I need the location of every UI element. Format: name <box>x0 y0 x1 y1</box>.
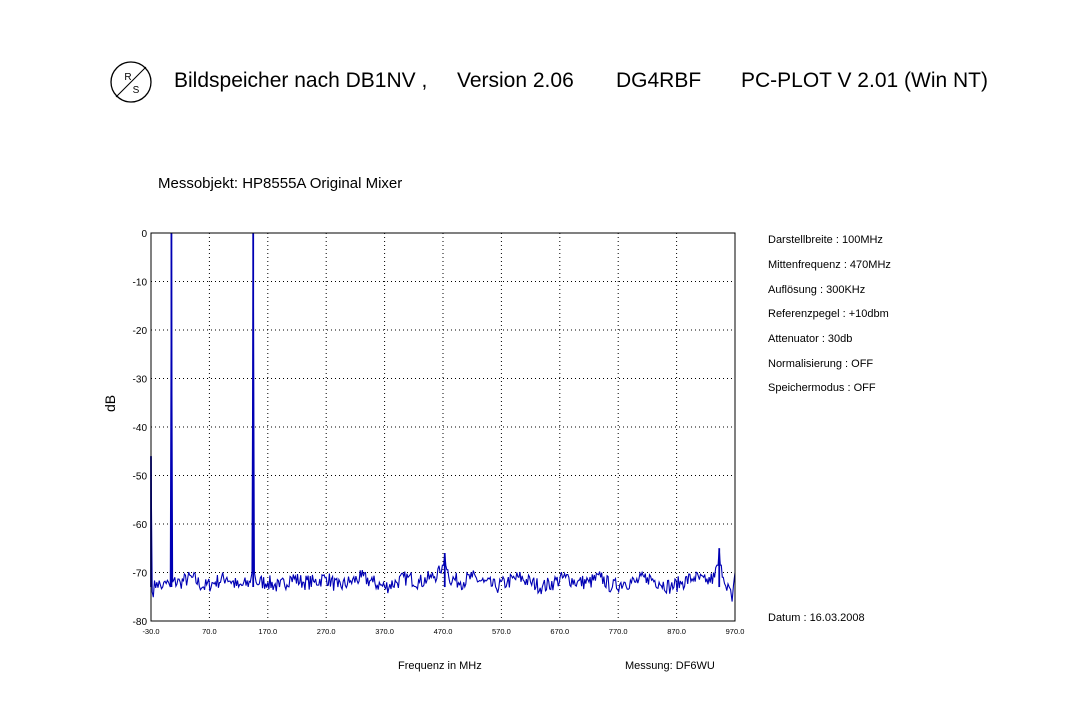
x-tick-label: 670.0 <box>550 627 569 636</box>
svg-text:S: S <box>133 85 140 96</box>
x-tick-label: 270.0 <box>317 627 336 636</box>
info-referenzpegel: Referenzpegel : +10dbm <box>768 308 889 320</box>
chart-grid <box>151 233 735 621</box>
plot-frame <box>150 232 736 622</box>
chart-ticks: -30.0 70.0 170.0 270.0 370.0 470.0 570.0 670.0 7… <box>133 229 745 636</box>
y-tick-label: -40 <box>133 423 148 434</box>
y-tick-label: 0 <box>141 229 147 240</box>
messung-label: Messung: DF6WU <box>625 660 715 672</box>
info-attenuator: Attenuator : 30db <box>768 333 853 345</box>
x-tick-label: 70.0 <box>202 627 217 636</box>
x-tick-label: 170.0 <box>258 627 277 636</box>
y-tick-label: -60 <box>133 520 148 531</box>
rohde-schwarz-logo: R S <box>109 60 153 104</box>
header-plot: PC-PLOT V 2.01 (Win NT) <box>741 69 988 92</box>
svg-text:R: R <box>124 72 131 83</box>
chart-title: Messobjekt: HP8555A Original Mixer <box>158 175 403 192</box>
header-software: Bildspeicher nach DB1NV , <box>174 69 428 92</box>
x-tick-label: 870.0 <box>667 627 686 636</box>
header-version: Version 2.06 <box>457 69 574 92</box>
y-axis-label: dB <box>102 394 118 412</box>
x-tick-label: 570.0 <box>492 627 511 636</box>
x-tick-label: 470.0 <box>434 627 453 636</box>
x-tick-label: 770.0 <box>609 627 628 636</box>
info-datum: Datum : 16.03.2008 <box>768 612 865 624</box>
x-tick-label: 370.0 <box>375 627 394 636</box>
y-tick-label: -20 <box>133 326 148 337</box>
info-darstellbreite: Darstellbreite : 100MHz <box>768 234 883 246</box>
y-tick-label: -80 <box>133 617 148 628</box>
header-author: DG4RBF <box>616 69 702 92</box>
y-tick-label: -30 <box>133 375 148 386</box>
x-axis-label: Frequenz in MHz <box>398 660 482 672</box>
x-tick-label: -30.0 <box>142 627 159 636</box>
info-speichermodus: Speichermodus : OFF <box>768 382 876 394</box>
info-aufloesung: Auflösung : 300KHz <box>768 284 866 296</box>
info-normalisierung: Normalisierung : OFF <box>768 358 874 370</box>
y-tick-label: -70 <box>133 569 148 580</box>
info-mittenfrequenz: Mittenfrequenz : 470MHz <box>768 259 891 271</box>
y-tick-label: -10 <box>133 278 148 289</box>
x-tick-label: 970.0 <box>726 627 745 636</box>
y-tick-label: -50 <box>133 472 148 483</box>
